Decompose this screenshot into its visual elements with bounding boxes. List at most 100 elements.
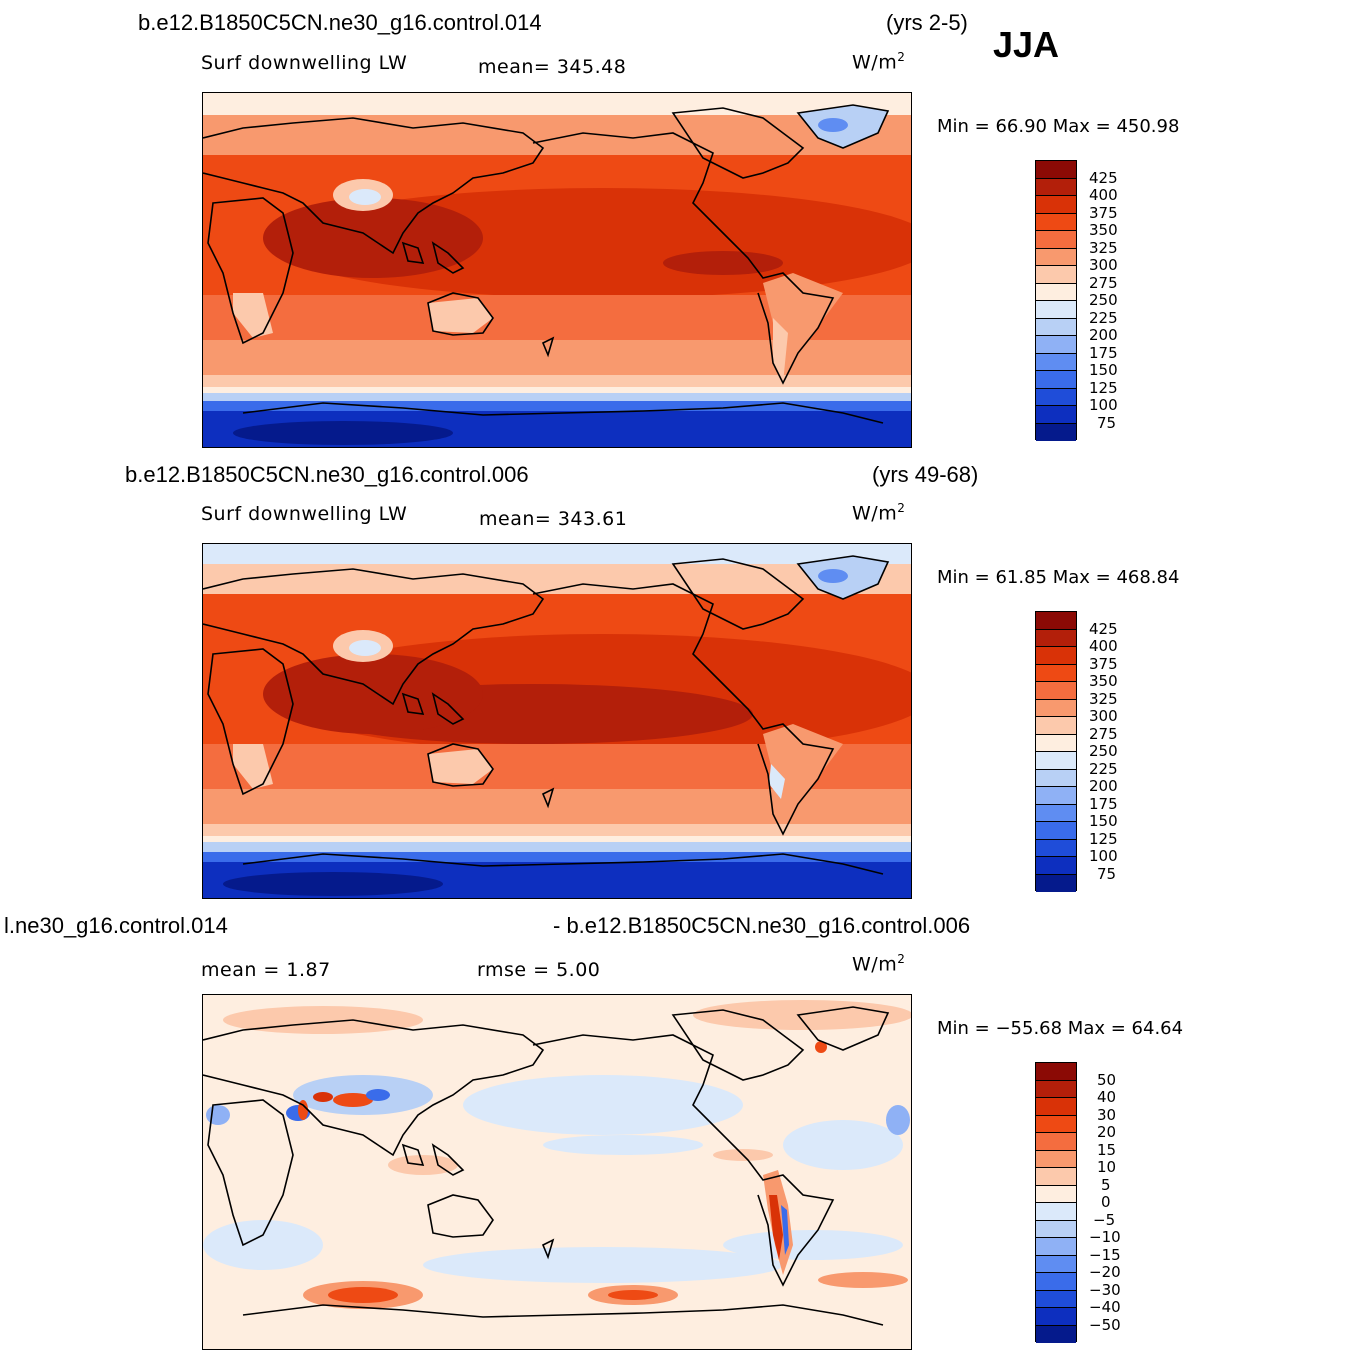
panel1-tick-label: 325 bbox=[1089, 239, 1118, 257]
panel2-tick-label: 125 bbox=[1089, 830, 1118, 848]
panel3-colorbar-swatch bbox=[1036, 1238, 1076, 1256]
panel3-units: W/m2 bbox=[852, 952, 906, 976]
panel1-colorbar-swatch bbox=[1036, 423, 1076, 441]
panel2-tick-label: 325 bbox=[1089, 690, 1118, 708]
panel2-tick-label: 75 bbox=[1097, 865, 1117, 883]
panel2-tick-label: 375 bbox=[1089, 655, 1118, 673]
panel2-colorbar-swatch bbox=[1036, 682, 1076, 700]
panel3-tick-label: 30 bbox=[1097, 1106, 1117, 1124]
panel2-variable-label: Surf downwelling LW bbox=[201, 503, 408, 525]
panel2-colorbar-swatch bbox=[1036, 734, 1076, 752]
panel2-colorbar-swatch bbox=[1036, 839, 1076, 857]
panel1-colorbar-swatch bbox=[1036, 283, 1076, 301]
panel2-tick-label: 350 bbox=[1089, 672, 1118, 690]
panel3-rmse: rmse = 5.00 bbox=[477, 959, 601, 981]
panel2-colorbar-swatch bbox=[1036, 874, 1076, 892]
panel1-colorbar-swatch bbox=[1036, 353, 1076, 371]
panel3-map bbox=[202, 994, 912, 1350]
panel1-tick-label: 200 bbox=[1089, 326, 1118, 344]
panel2-tick-label: 300 bbox=[1089, 707, 1118, 725]
panel1-minmax: Min = 66.90 Max = 450.98 bbox=[937, 116, 1180, 137]
panel1-colorbar-swatch bbox=[1036, 318, 1076, 336]
panel3-colorbar-swatch bbox=[1036, 1080, 1076, 1098]
panel1-colorbar-swatch bbox=[1036, 406, 1076, 424]
panel2-colorbar-swatch bbox=[1036, 857, 1076, 875]
panel3-tick-label: 0 bbox=[1101, 1193, 1111, 1211]
panel1-colorbar-swatch bbox=[1036, 161, 1076, 179]
panel1-tick-label: 375 bbox=[1089, 204, 1118, 222]
panel1-colorbar-swatch bbox=[1036, 336, 1076, 354]
panel3-case-title: l.ne30_g16.control.014 bbox=[4, 913, 228, 938]
panel3-colorbar-swatch bbox=[1036, 1220, 1076, 1238]
panel1-colorbar-swatch bbox=[1036, 213, 1076, 231]
panel2-tick-label: 100 bbox=[1089, 847, 1118, 865]
panel3-colorbar bbox=[1035, 1062, 1077, 1343]
panel2-colorbar-swatch bbox=[1036, 612, 1076, 630]
panel3-colorbar-swatch bbox=[1036, 1273, 1076, 1291]
panel1-colorbar-swatch bbox=[1036, 371, 1076, 389]
panel1-variable-label: Surf downwelling LW bbox=[201, 52, 408, 74]
panel3-colorbar-swatch bbox=[1036, 1098, 1076, 1116]
panel1-map bbox=[202, 92, 912, 448]
panel2-tick-label: 275 bbox=[1089, 725, 1118, 743]
panel1-colorbar-swatch bbox=[1036, 231, 1076, 249]
panel1-tick-label: 100 bbox=[1089, 396, 1118, 414]
panel3-tick-label: 15 bbox=[1097, 1141, 1117, 1159]
panel3-mean: mean = 1.87 bbox=[201, 959, 331, 981]
panel3-subtracted-case: - b.e12.B1850C5CN.ne30_g16.control.006 bbox=[553, 913, 971, 938]
panel2-tick-label: 150 bbox=[1089, 812, 1118, 830]
panel2-years: (yrs 49-68) bbox=[872, 462, 979, 487]
panel3-tick-label: 10 bbox=[1097, 1158, 1117, 1176]
panel2-colorbar-swatch bbox=[1036, 769, 1076, 787]
panel2-tick-label: 175 bbox=[1089, 795, 1118, 813]
panel1-mean: mean= 345.48 bbox=[478, 56, 627, 78]
panel1-tick-label: 175 bbox=[1089, 344, 1118, 362]
panel2-colorbar-swatch bbox=[1036, 647, 1076, 665]
panel3-tick-label: −30 bbox=[1089, 1281, 1121, 1299]
panel2-colorbar-swatch bbox=[1036, 699, 1076, 717]
panel1-colorbar bbox=[1035, 160, 1077, 441]
panel2-colorbar-swatch bbox=[1036, 822, 1076, 840]
panel1-years: (yrs 2-5) bbox=[886, 10, 968, 35]
panel3-tick-label: −50 bbox=[1089, 1316, 1121, 1334]
panel1-tick-label: 300 bbox=[1089, 256, 1118, 274]
panel2-units: W/m2 bbox=[852, 501, 906, 525]
panel2-colorbar-swatch bbox=[1036, 804, 1076, 822]
panel1-tick-label: 75 bbox=[1097, 414, 1117, 432]
panel3-tick-label: −20 bbox=[1089, 1263, 1121, 1281]
panel1-tick-label: 350 bbox=[1089, 221, 1118, 239]
panel3-tick-label: −5 bbox=[1093, 1211, 1116, 1229]
panel2-colorbar-swatch bbox=[1036, 629, 1076, 647]
season-label: JJA bbox=[993, 24, 1060, 65]
panel1-tick-label: 225 bbox=[1089, 309, 1118, 327]
panel2-tick-label: 225 bbox=[1089, 760, 1118, 778]
panel3-colorbar-swatch bbox=[1036, 1255, 1076, 1273]
panel2-tick-label: 250 bbox=[1089, 742, 1118, 760]
panel3-tick-label: 20 bbox=[1097, 1123, 1117, 1141]
panel2-map bbox=[202, 543, 912, 899]
panel1-tick-label: 400 bbox=[1089, 186, 1118, 204]
panel2-tick-label: 400 bbox=[1089, 637, 1118, 655]
panel3-colorbar-swatch bbox=[1036, 1063, 1076, 1081]
panel1-tick-label: 275 bbox=[1089, 274, 1118, 292]
panel3-colorbar-swatch bbox=[1036, 1203, 1076, 1221]
panel3-tick-label: −40 bbox=[1089, 1298, 1121, 1316]
panel1-units: W/m2 bbox=[852, 50, 906, 74]
panel2-tick-label: 425 bbox=[1089, 620, 1118, 638]
panel1-tick-label: 150 bbox=[1089, 361, 1118, 379]
panel3-tick-label: 5 bbox=[1101, 1176, 1111, 1194]
panel3-tick-label: 50 bbox=[1097, 1071, 1117, 1089]
panel3-colorbar-swatch bbox=[1036, 1133, 1076, 1151]
panel1-tick-label: 125 bbox=[1089, 379, 1118, 397]
panel3-colorbar-swatch bbox=[1036, 1115, 1076, 1133]
panel1-colorbar-swatch bbox=[1036, 196, 1076, 214]
panel1-case-title: b.e12.B1850C5CN.ne30_g16.control.014 bbox=[138, 10, 542, 35]
panel2-case-title: b.e12.B1850C5CN.ne30_g16.control.006 bbox=[125, 462, 529, 487]
panel3-tick-label: −10 bbox=[1089, 1228, 1121, 1246]
panel1-colorbar-swatch bbox=[1036, 248, 1076, 266]
panel3-tick-label: −15 bbox=[1089, 1246, 1121, 1264]
panel3-colorbar-swatch bbox=[1036, 1185, 1076, 1203]
panel3-colorbar-swatch bbox=[1036, 1308, 1076, 1326]
panel2-tick-label: 200 bbox=[1089, 777, 1118, 795]
panel1-colorbar-swatch bbox=[1036, 388, 1076, 406]
